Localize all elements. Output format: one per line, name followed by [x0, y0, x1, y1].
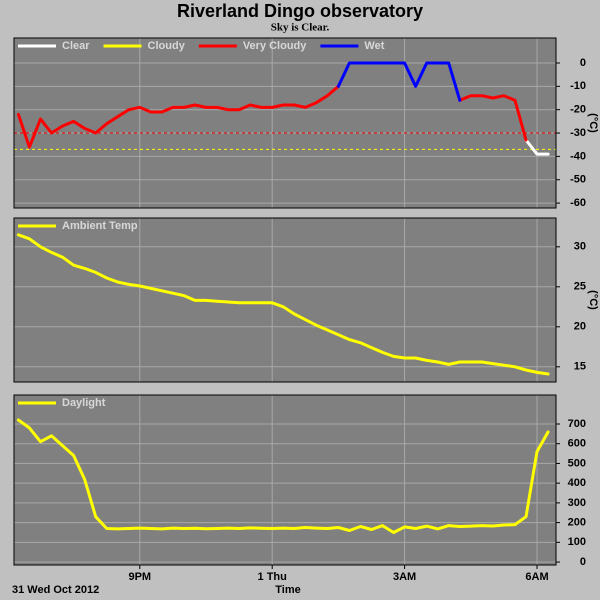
y-tick-label: -20: [570, 104, 586, 116]
y-tick-label: -30: [570, 127, 586, 139]
y-tick-label: 20: [574, 321, 586, 333]
legend-label: Ambient Temp: [62, 220, 138, 232]
y-tick-label: 0: [580, 57, 586, 69]
x-tick-label: 9PM: [128, 571, 151, 583]
y-tick-label: 25: [574, 281, 586, 293]
y-axis-label: (°C): [587, 113, 599, 133]
series-line: [524, 138, 550, 156]
y-tick-label: -40: [570, 150, 586, 162]
y-tick-label: 100: [568, 536, 586, 548]
y-tick-label: -60: [570, 197, 586, 209]
y-tick-label: 15: [574, 361, 586, 373]
legend-label: Cloudy: [148, 40, 186, 52]
chart-subtitle: Sky is Clear.: [271, 22, 330, 34]
plot-area: [14, 38, 556, 208]
x-axis-label: Time: [275, 584, 300, 596]
x-tick-label: 1 Thu: [258, 571, 287, 583]
legend-label: Very Cloudy: [243, 40, 307, 52]
legend-label: Daylight: [62, 397, 106, 409]
y-tick-label: 500: [568, 457, 586, 469]
legend-label: Clear: [62, 40, 90, 52]
date-annotation: 31 Wed Oct 2012: [12, 584, 99, 596]
y-tick-label: 30: [574, 241, 586, 253]
series-line: [16, 84, 528, 149]
series-line: [16, 418, 550, 534]
y-tick-label: 600: [568, 438, 586, 450]
y-tick-label: 0: [580, 556, 586, 568]
y-axis-label: (°C): [587, 290, 599, 310]
y-tick-label: -50: [570, 174, 586, 186]
legend-label: Wet: [364, 40, 384, 52]
plot-area: [14, 218, 556, 382]
y-tick-label: 300: [568, 497, 586, 509]
series-line: [16, 233, 550, 376]
plot-frame: [13, 394, 557, 566]
y-tick-label: 700: [568, 418, 586, 430]
y-tick-label: 200: [568, 517, 586, 529]
y-tick-label: 400: [568, 477, 586, 489]
x-tick-label: 3AM: [393, 571, 416, 583]
plot-frame: [13, 37, 557, 209]
plot-area: [14, 395, 556, 565]
chart-title: Riverland Dingo observatory: [177, 1, 423, 21]
plot-frame: [13, 217, 557, 383]
series-line: [336, 61, 462, 102]
y-tick-label: -10: [570, 80, 586, 92]
x-tick-label: 6AM: [525, 571, 548, 583]
